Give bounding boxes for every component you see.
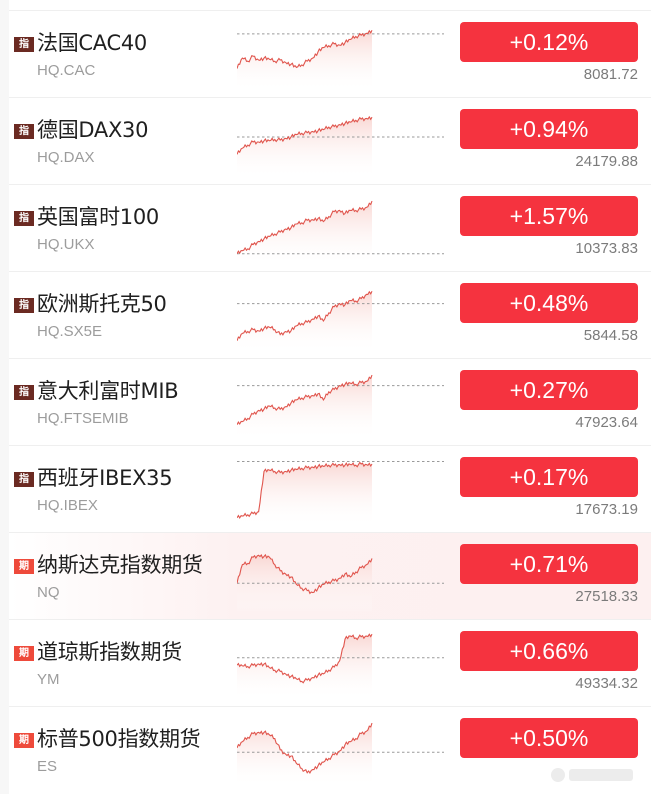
instrument-name: 法国CAC40 xyxy=(37,31,147,55)
last-price: 17673.19 xyxy=(575,501,638,518)
change-percent-badge[interactable]: +0.66% xyxy=(460,631,638,671)
quote-row[interactable]: 期 纳斯达克指数期货 NQ +0.71% 27518.33 xyxy=(9,532,651,619)
sparkline-chart xyxy=(237,374,444,437)
instrument-code: NQ xyxy=(37,584,60,601)
quote-row[interactable]: 指 意大利富时MIB HQ.FTSEMIB +0.27% 47923.64 xyxy=(9,358,651,445)
change-percent-badge[interactable]: +0.94% xyxy=(460,109,638,149)
last-price: 5844.58 xyxy=(583,327,638,344)
instrument-name: 标普500指数期货 xyxy=(37,727,201,751)
sparkline-chart xyxy=(237,722,444,785)
quote-list[interactable]: 指 法国CAC40 HQ.CAC +0.12% 8081.72 指 德国DAX3… xyxy=(9,10,651,793)
sparkline-chart xyxy=(237,553,444,611)
index-tag-icon: 指 xyxy=(14,298,34,313)
instrument-code: HQ.IBEX xyxy=(37,497,98,514)
last-price: 24179.88 xyxy=(575,153,638,170)
change-percent-badge[interactable]: +0.17% xyxy=(460,457,638,497)
change-percent-badge[interactable]: +0.27% xyxy=(460,370,638,410)
future-tag-icon: 期 xyxy=(14,733,34,748)
sparkline-chart xyxy=(237,460,444,524)
index-tag-icon: 指 xyxy=(14,124,34,139)
sparkline-chart xyxy=(237,29,444,89)
change-percent-badge[interactable]: +0.48% xyxy=(460,283,638,323)
last-price: 47923.64 xyxy=(575,414,638,431)
quote-row[interactable]: 指 西班牙IBEX35 HQ.IBEX +0.17% 17673.19 xyxy=(9,445,651,532)
instrument-name: 纳斯达克指数期货 xyxy=(37,553,203,577)
watermark xyxy=(551,766,643,784)
sparkline-chart xyxy=(237,633,444,698)
instrument-code: HQ.UKX xyxy=(37,236,95,253)
left-gutter xyxy=(0,0,9,794)
last-price: 8081.72 xyxy=(583,66,638,83)
instrument-name: 英国富时100 xyxy=(37,205,159,229)
instrument-code: HQ.DAX xyxy=(37,149,95,166)
sparkline-chart xyxy=(237,290,444,350)
index-tag-icon: 指 xyxy=(14,385,34,400)
sparkline-chart xyxy=(237,115,444,176)
last-price: 49334.32 xyxy=(575,675,638,692)
instrument-code: HQ.FTSEMIB xyxy=(37,410,129,427)
instrument-code: ES xyxy=(37,758,58,775)
last-price: 10373.83 xyxy=(575,240,638,257)
instrument-name: 德国DAX30 xyxy=(37,118,149,142)
instrument-name: 道琼斯指数期货 xyxy=(37,640,182,664)
index-tag-icon: 指 xyxy=(14,37,34,52)
sparkline-chart xyxy=(237,200,444,263)
instrument-code: HQ.SX5E xyxy=(37,323,103,340)
instrument-name: 欧洲斯托克50 xyxy=(37,292,167,316)
index-tag-icon: 指 xyxy=(14,211,34,226)
quote-row[interactable]: 指 德国DAX30 HQ.DAX +0.94% 24179.88 xyxy=(9,97,651,184)
quote-row[interactable]: 期 标普500指数期货 ES +0.50% xyxy=(9,706,651,793)
change-percent-badge[interactable]: +1.57% xyxy=(460,196,638,236)
change-percent-badge[interactable]: +0.50% xyxy=(460,718,638,758)
instrument-code: HQ.CAC xyxy=(37,62,96,79)
last-price: 27518.33 xyxy=(575,588,638,605)
instrument-name: 意大利富时MIB xyxy=(37,379,179,403)
future-tag-icon: 期 xyxy=(14,646,34,661)
watermark-logo-icon xyxy=(551,767,565,782)
future-tag-icon: 期 xyxy=(14,559,34,574)
instrument-name: 西班牙IBEX35 xyxy=(37,466,173,490)
quote-row[interactable]: 指 法国CAC40 HQ.CAC +0.12% 8081.72 xyxy=(9,10,651,97)
quote-row[interactable]: 指 英国富时100 HQ.UKX +1.57% 10373.83 xyxy=(9,184,651,271)
watermark-text xyxy=(569,768,633,781)
quote-row[interactable]: 期 道琼斯指数期货 YM +0.66% 49334.32 xyxy=(9,619,651,706)
index-tag-icon: 指 xyxy=(14,472,34,487)
instrument-code: YM xyxy=(37,671,60,688)
change-percent-badge[interactable]: +0.71% xyxy=(460,544,638,584)
change-percent-badge[interactable]: +0.12% xyxy=(460,22,638,62)
quote-row[interactable]: 指 欧洲斯托克50 HQ.SX5E +0.48% 5844.58 xyxy=(9,271,651,358)
